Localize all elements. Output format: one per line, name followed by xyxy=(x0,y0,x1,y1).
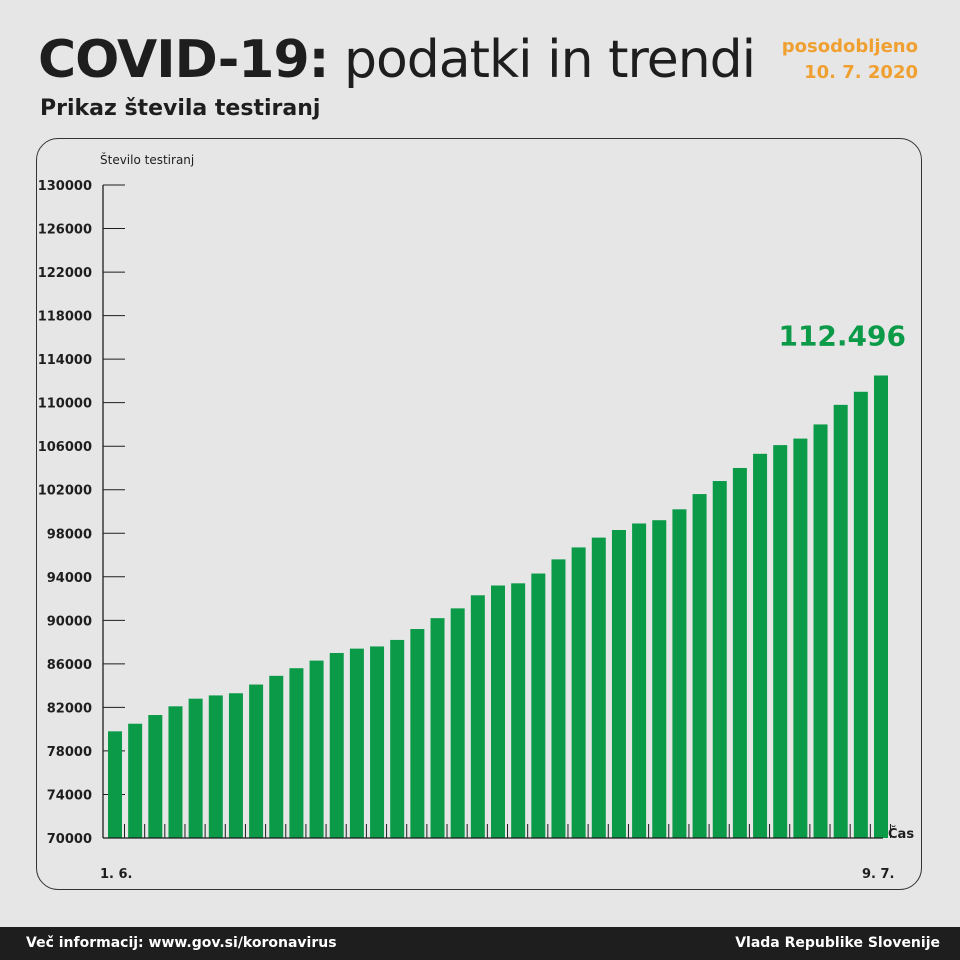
page-title: COVID-19: podatki in trendi xyxy=(38,28,756,92)
y-tick-label: 126000 xyxy=(38,223,92,238)
y-tick-label: 98000 xyxy=(47,527,92,542)
bar xyxy=(672,509,687,838)
y-tick-label: 102000 xyxy=(38,484,92,499)
bar xyxy=(390,639,405,838)
y-tick-label: 114000 xyxy=(38,353,92,368)
bar xyxy=(108,731,122,838)
bar xyxy=(773,445,788,838)
bar xyxy=(813,424,828,838)
y-tick-label: 74000 xyxy=(47,788,92,803)
y-tick-label: 122000 xyxy=(38,266,92,281)
title-bold: COVID-19: xyxy=(38,30,329,90)
updated-label: posodobljeno xyxy=(781,36,918,57)
bar xyxy=(410,629,425,838)
bar xyxy=(349,648,364,838)
bar xyxy=(148,715,163,838)
bar xyxy=(793,438,808,838)
bar xyxy=(370,646,385,838)
bar xyxy=(249,684,264,838)
y-tick-label: 94000 xyxy=(47,571,92,586)
bar xyxy=(632,523,647,838)
bar xyxy=(289,668,304,838)
bar xyxy=(551,559,566,838)
bar xyxy=(571,547,586,838)
y-tick-label: 78000 xyxy=(47,745,92,760)
y-axis-label: Število testiranj xyxy=(100,152,194,167)
bar xyxy=(329,652,344,838)
footer-org: Vlada Republike Slovenije xyxy=(735,935,940,951)
bar xyxy=(692,494,707,838)
bar xyxy=(450,608,465,838)
bar xyxy=(309,660,324,838)
y-tick-label: 106000 xyxy=(38,440,92,455)
bar xyxy=(491,585,505,838)
bar xyxy=(833,404,848,838)
bar xyxy=(732,467,747,838)
chart-panel xyxy=(36,138,922,890)
bar xyxy=(591,537,606,838)
footer-bar: Več informacij: www.gov.si/koronavirus V… xyxy=(0,927,960,960)
bar xyxy=(511,583,526,838)
bar xyxy=(531,573,546,838)
bar xyxy=(712,481,727,838)
bar xyxy=(611,530,626,838)
footer-info: Več informacij: www.gov.si/koronavirus xyxy=(26,935,337,951)
page-subtitle: Prikaz števila testiranj xyxy=(40,96,321,121)
bar xyxy=(168,706,183,838)
y-tick-label: 110000 xyxy=(38,397,92,412)
updated-date: 10. 7. 2020 xyxy=(804,62,918,83)
bar xyxy=(753,453,768,838)
bar xyxy=(208,695,223,838)
bar xyxy=(269,675,284,838)
latest-value-label: 112.496 xyxy=(778,320,906,353)
bar xyxy=(853,391,868,838)
x-axis-label: Čas xyxy=(888,826,914,842)
x-end-label: 9. 7. xyxy=(862,867,895,882)
y-tick-label: 130000 xyxy=(38,179,92,194)
y-tick-label: 70000 xyxy=(47,832,92,847)
y-tick-label: 86000 xyxy=(47,658,92,673)
title-rest: podatki in trendi xyxy=(328,30,756,90)
y-tick-label: 82000 xyxy=(47,701,92,716)
bar xyxy=(470,595,485,838)
bar xyxy=(874,375,888,838)
bar xyxy=(430,618,445,838)
x-start-label: 1. 6. xyxy=(100,867,133,882)
y-tick-label: 118000 xyxy=(38,310,92,325)
bar xyxy=(188,698,203,838)
bar xyxy=(128,723,143,838)
bar xyxy=(652,520,667,838)
y-tick-label: 90000 xyxy=(47,614,92,629)
updated-info: posodobljeno 10. 7. 2020 xyxy=(782,34,918,86)
bar xyxy=(228,693,243,838)
